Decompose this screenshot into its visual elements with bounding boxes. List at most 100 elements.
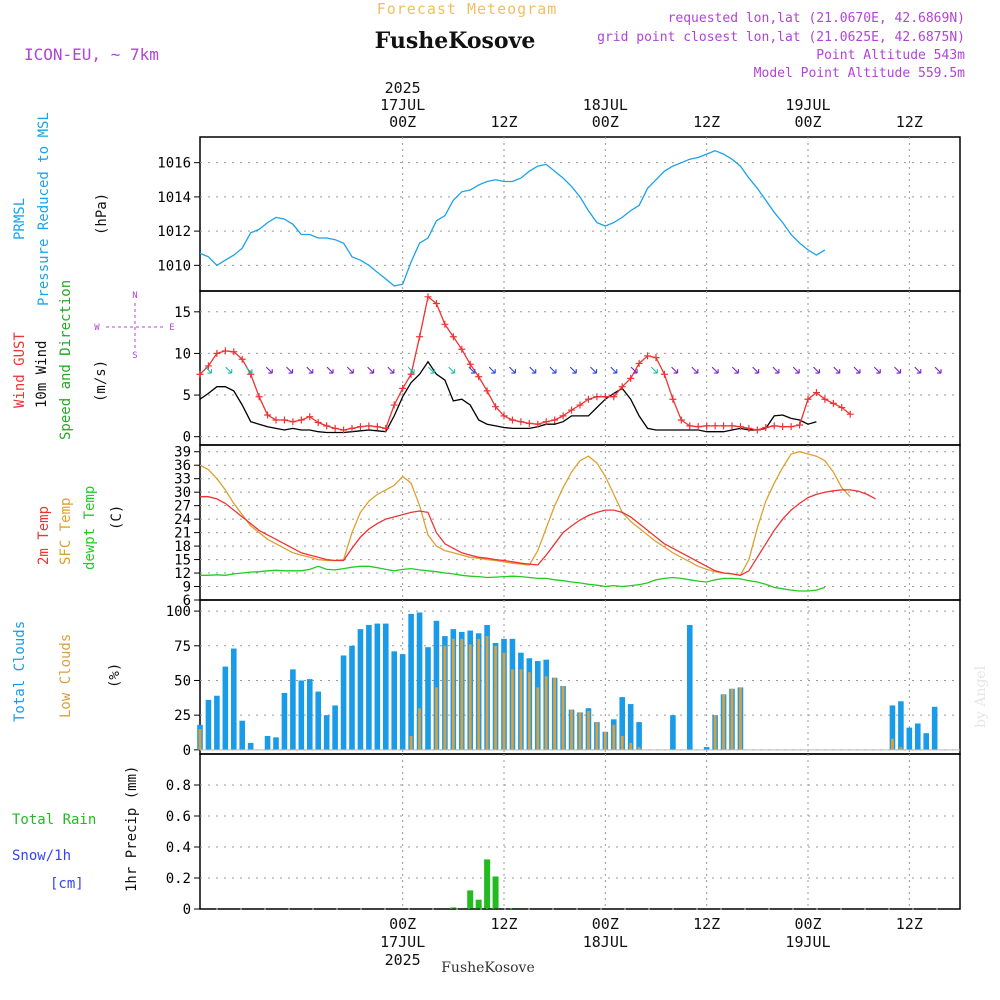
temp-label-unit: (C) (109, 505, 125, 530)
pressure-frame (199, 136, 961, 292)
precip-tick-label: 0.8 (166, 778, 191, 794)
gust-marker (542, 418, 550, 426)
total-cloud-bar (686, 624, 693, 750)
gust-marker (508, 416, 516, 424)
wind-direction-arrow-icon (448, 366, 456, 374)
time-label-bottom: 00Z (592, 915, 619, 933)
gust-marker (644, 352, 652, 360)
total-cloud-bar (332, 705, 338, 750)
wind-direction-arrow-icon (894, 366, 902, 374)
time-label-top: 00Z (389, 113, 416, 131)
gust-marker (787, 423, 795, 431)
total-cloud-bar (298, 680, 305, 750)
gust-marker (745, 424, 753, 432)
wind-tick-label: 5 (183, 388, 191, 404)
total-cloud-bar (366, 624, 372, 750)
wind-direction-arrow-icon (711, 366, 719, 374)
gust-marker (213, 349, 221, 357)
wind-tick-label: 10 (174, 346, 191, 362)
low-cloud-bar (637, 747, 641, 750)
gust-marker (796, 421, 804, 429)
gust-marker (255, 393, 263, 401)
low-cloud-bar (713, 715, 717, 750)
total-cloud-bar (357, 629, 364, 750)
wind-direction-arrow-icon (245, 366, 253, 374)
time-label-bottom: 00Z (794, 915, 821, 933)
temp-label-2m: 2m Temp (36, 506, 52, 565)
low-cloud-bar (460, 638, 464, 750)
gust-marker (838, 404, 846, 412)
temp-tick-label: 24 (174, 512, 191, 528)
gust-marker (534, 420, 542, 428)
low-cloud-bar (502, 652, 506, 750)
wind-label-unit: (m/s) (93, 360, 109, 402)
gust-marker (728, 422, 736, 430)
gust-marker (669, 395, 677, 403)
precip-label-cm: [cm] (50, 876, 84, 892)
gust-marker (196, 370, 204, 378)
wind-direction-arrow-icon (691, 366, 699, 374)
gust-marker (635, 359, 643, 367)
gust-marker (568, 406, 576, 414)
gust-marker (424, 293, 432, 301)
low-cloud-bar (435, 687, 438, 750)
time-label-top: 18JUL (583, 96, 628, 114)
model-altitude: Model Point Altitude 559.5m (754, 66, 965, 81)
pressure-labels: PRMSL Pressure Reduced to MSL (hPa) (12, 112, 110, 306)
total-cloud-bar (914, 723, 921, 750)
wind-speed-line (199, 360, 817, 434)
gust-marker (660, 370, 668, 378)
gust-marker (779, 423, 787, 431)
total-cloud-bar (323, 715, 330, 750)
compass-e: E (169, 323, 174, 333)
credit-watermark: by Angel (973, 665, 989, 728)
gust-marker (627, 374, 635, 382)
gust-marker (576, 401, 584, 409)
low-cloud-bar (739, 687, 742, 750)
pressure-line (199, 149, 826, 287)
time-label-bottom: 19JUL (785, 933, 830, 951)
temp-tick-label: 27 (174, 499, 191, 515)
wind-direction-arrow-icon (488, 366, 496, 374)
total-cloud-bar (670, 715, 676, 750)
wind-direction-arrow-icon (387, 366, 395, 374)
gust-marker (703, 422, 711, 430)
gust-marker (373, 423, 381, 431)
wind-tick-label: 0 (183, 430, 191, 446)
total-cloud-bar (222, 666, 229, 750)
closest-point: grid point closest lon,lat (21.0625E, 42… (597, 30, 965, 45)
total-cloud-bar (619, 697, 626, 750)
gust-marker (483, 387, 491, 395)
total-cloud-bar (205, 699, 212, 750)
total-cloud-bar (923, 733, 930, 750)
cloud-label-unit: (%) (107, 663, 123, 688)
clouds-tick-label: 100 (166, 604, 191, 620)
low-cloud-bar (477, 638, 481, 750)
gust-marker (264, 411, 272, 419)
total-cloud-bar (340, 655, 347, 750)
gust-marker (449, 333, 457, 341)
time-label-top: 00Z (592, 113, 619, 131)
temp-2m-line (200, 489, 876, 576)
pressure-label-desc: Pressure Reduced to MSL (36, 112, 52, 306)
temperature-frame (199, 444, 961, 601)
wind-direction-arrow-icon (306, 366, 314, 374)
pressure-tick-label: 1016 (157, 156, 191, 172)
time-label-top: 17JUL (380, 96, 425, 114)
gust-marker (280, 416, 288, 424)
low-cloud-bar (451, 638, 455, 750)
low-cloud-bar (612, 724, 616, 750)
wind-direction-arrow-icon (346, 366, 354, 374)
sfc-temp-line (199, 451, 851, 577)
gust-marker (475, 373, 483, 381)
gust-marker (610, 393, 618, 401)
gust-marker (390, 401, 398, 409)
low-cloud-bar (629, 742, 633, 750)
total-cloud-bar (703, 747, 710, 750)
total-cloud-bar (433, 620, 440, 750)
wind-direction-arrow-icon (265, 366, 273, 374)
wind-direction-arrow-icon (590, 366, 598, 374)
time-label-bottom: 2025 (385, 951, 421, 969)
wind-direction-arrow-icon (934, 366, 942, 374)
